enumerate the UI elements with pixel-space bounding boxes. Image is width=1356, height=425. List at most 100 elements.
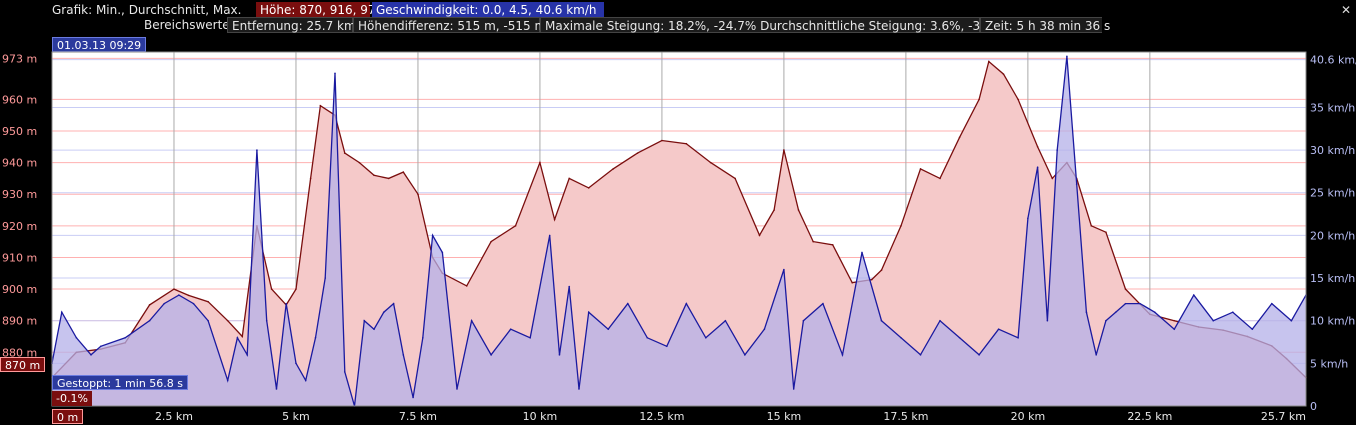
y-left-tick-label: 950 m (2, 125, 37, 138)
speed-point (314, 336, 317, 339)
elevation-point (783, 149, 785, 151)
y-right-tick-label: 10 km/h (1310, 315, 1355, 328)
speed-point (802, 319, 805, 322)
elevation-point (812, 240, 814, 243)
close-icon[interactable]: ✕ (1340, 3, 1352, 17)
speed-point (256, 149, 258, 151)
y-left-tick-label: 960 m (2, 93, 37, 106)
speed-point (373, 328, 375, 331)
elevation-point (417, 193, 419, 196)
elevation-point (387, 177, 390, 180)
stopped-tag: Gestoppt: 1 min 56.8 s (52, 375, 189, 390)
speed-point (90, 354, 92, 356)
elevation-point (319, 104, 322, 107)
speed-point (99, 345, 102, 348)
speed-point (587, 311, 590, 313)
elevation-point (1124, 288, 1127, 290)
x-tick-label: 15 km (767, 410, 802, 423)
speed-point (578, 388, 580, 390)
speed-point (163, 302, 166, 305)
speed-point (1212, 319, 1215, 322)
speed-point (939, 319, 941, 322)
speed-point (456, 388, 458, 390)
elevation-point (173, 288, 175, 290)
speed-point (1271, 302, 1273, 305)
speed-point (1173, 328, 1176, 331)
elevation-point (734, 177, 736, 180)
grafik-label: Grafik: Min., Durchschnitt, Max. (52, 3, 242, 17)
speed-point (412, 396, 414, 399)
cursor-elevation-tag: 870 m (0, 357, 46, 372)
elevation-point (568, 177, 571, 180)
elevation-point (880, 269, 883, 271)
elevation-point (661, 139, 663, 142)
speed-point (705, 336, 707, 339)
x-tick-label: 25.7 km (1261, 410, 1306, 423)
elevation-point (465, 285, 468, 287)
speed-point (744, 354, 746, 356)
speed-point (275, 388, 278, 390)
y-right-tick-label: 5 km/h (1310, 357, 1348, 370)
y-left-tick-label: 920 m (2, 220, 37, 233)
speed-point (334, 72, 336, 75)
speed-line (51, 56, 1307, 407)
elevation-point (797, 209, 800, 211)
elevation-point (978, 98, 980, 101)
elevation-point (900, 225, 902, 227)
speed-point (343, 371, 346, 373)
plot-frame (51, 51, 1307, 407)
hoehe-summary: Höhe: 870, 916, 973 m (256, 2, 399, 18)
x-tick-label: 10 km (523, 410, 558, 423)
y-left-tick-label: 940 m (2, 157, 37, 170)
entfernung-value: Entfernung: 25.7 km (227, 17, 356, 33)
y-right-tick-label: 15 km/h (1310, 272, 1355, 285)
elevation-point (851, 281, 854, 284)
axes: 880 m 890 m 900 m 910 m 920 m 930 m 940 m 950 m… (2, 51, 1356, 423)
speed-point (558, 354, 561, 356)
y-right-tick-label: 25 km/h (1310, 187, 1355, 200)
speed-point (1290, 319, 1293, 322)
speed-point (1017, 336, 1019, 339)
y-right-tick-label: 0 (1310, 400, 1317, 413)
elevation-point (1051, 177, 1054, 180)
elevation-point (402, 171, 405, 173)
speed-point (431, 234, 434, 237)
speed-point (1056, 149, 1058, 151)
speed-point (685, 302, 688, 305)
elevation-point (685, 142, 688, 145)
elevation-point (636, 152, 639, 154)
x-tick-label: 22.5 km (1127, 410, 1172, 423)
speed-point (763, 328, 766, 331)
elevation-point (514, 225, 517, 227)
speed-point (192, 302, 195, 305)
speed-point (783, 268, 785, 271)
speed-point (724, 319, 727, 322)
elevation-point (148, 304, 151, 306)
elevation-point (939, 177, 941, 180)
speed-point (1036, 166, 1039, 168)
y-right-tick-label: 20 km/h (1310, 229, 1355, 242)
speed-point (422, 336, 424, 339)
elevation-point (1173, 319, 1176, 322)
x-tick-label: 5 km (282, 410, 310, 423)
elevation-point (758, 234, 761, 237)
speed-point (646, 336, 649, 339)
speed-point (148, 319, 151, 322)
elevation-point (1002, 73, 1005, 75)
speed-point (666, 345, 668, 348)
speed-point (207, 319, 209, 322)
speed-point (363, 319, 366, 322)
speed-point (1192, 294, 1195, 296)
speed-point (861, 251, 863, 254)
y-right-tick-label: 35 km/h (1310, 101, 1355, 114)
speed-point (1139, 302, 1141, 305)
speed-point (1153, 311, 1156, 313)
hoehendifferenz-value: Höhendifferenz: 515 m, -515 m (353, 17, 546, 33)
elevation-point (831, 244, 834, 246)
speed-point (1066, 55, 1068, 58)
speed-point (958, 336, 961, 339)
y-left-tick-label: 880 m (2, 346, 37, 359)
zeit-value: Zeit: 5 h 38 min 36 s (980, 17, 1110, 33)
elevation-area (52, 61, 1306, 406)
